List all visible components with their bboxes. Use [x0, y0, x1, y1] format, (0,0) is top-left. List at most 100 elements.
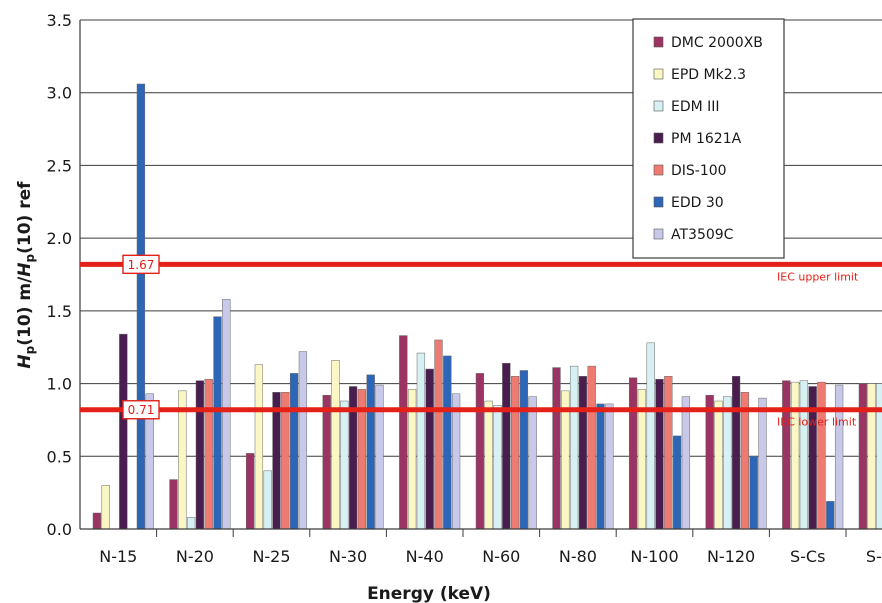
bar-dmc-2000xb-n-25 [245, 453, 255, 530]
bar-edm-iii-n-40 [416, 352, 426, 530]
y-tick-label: 2.5 [47, 156, 72, 175]
legend-box [632, 18, 785, 259]
bar-edd-30-n-30 [366, 374, 375, 530]
x-tick-label: S-Co [866, 547, 882, 566]
bar-at3509c-n-100 [681, 396, 691, 530]
x-tick-label: N-20 [176, 547, 214, 566]
x-tick-label: N-40 [406, 547, 444, 566]
legend-label: DIS-100 [671, 163, 727, 179]
bar-at3509c-n-60 [528, 396, 537, 530]
bar-pm-1621a-n-40 [425, 368, 434, 530]
legend-swatch [653, 196, 664, 208]
bar-at3509c-n-25 [298, 351, 308, 530]
bar-dis-100-s-cs [817, 381, 826, 530]
bar-at3509c-n-30 [375, 384, 384, 530]
bar-epd-mk2-3-n-120 [714, 400, 723, 530]
bar-dmc-2000xb-n-120 [705, 394, 714, 530]
legend-swatch [653, 132, 664, 144]
y-tick-label: 3.5 [47, 11, 72, 30]
bar-dis-100-n-40 [434, 339, 443, 530]
bar-dmc-2000xb-n-40 [399, 335, 408, 530]
y-tick-label: 1.0 [47, 375, 72, 394]
bar-pm-1621a-n-15 [119, 333, 128, 530]
legend-swatch [653, 68, 664, 80]
x-tick-label: N-60 [482, 547, 520, 566]
bar-edd-30-n-120 [749, 456, 758, 530]
bar-epd-mk2-3-s-cs [790, 381, 800, 530]
x-tick-label: N-15 [99, 547, 137, 566]
legend-swatch [653, 164, 664, 176]
bar-pm-1621a-n-25 [272, 392, 281, 530]
bar-epd-mk2-3-n-25 [254, 364, 264, 530]
bar-dis-100-n-25 [281, 392, 290, 530]
y-axis-title-part: H [15, 354, 35, 368]
legend: DMC 2000XB EPD Mk2.3 EDM III PM 1621A DIS-10… [632, 18, 785, 259]
legend-swatch [653, 36, 664, 48]
bar-edm-iii-n-60 [493, 405, 502, 530]
bar-at3509c-n-120 [758, 397, 767, 530]
bar-edd-30-s-cs [826, 501, 835, 530]
legend-label: EPD Mk2.3 [671, 67, 746, 83]
x-tick-label: N-25 [252, 547, 290, 566]
bar-at3509c-s-cs [834, 384, 844, 530]
bar-edd-30-n-15 [136, 83, 146, 530]
bar-dmc-2000xb-n-60 [475, 373, 485, 530]
bar-dmc-2000xb-n-30 [322, 394, 331, 530]
limit-tag-1: 0.71 [128, 403, 155, 417]
bar-edd-30-n-80 [596, 403, 605, 530]
bar-dis-100-n-80 [587, 365, 596, 530]
bar-edm-iii-n-80 [569, 365, 579, 530]
bar-edm-iii-n-120 [723, 396, 732, 530]
legend-label: EDM III [671, 99, 720, 115]
bar-pm-1621a-n-20 [195, 380, 205, 530]
limit-tag-0: 1.67 [128, 258, 155, 272]
bar-edd-30-n-100 [672, 435, 682, 530]
bar-dis-100-n-20 [204, 378, 213, 530]
bar-dis-100-n-120 [740, 392, 750, 530]
limit-label-0: IEC upper limit [777, 270, 859, 283]
bar-pm-1621a-n-80 [578, 376, 588, 530]
bar-edd-30-n-25 [289, 373, 299, 530]
bar-epd-mk2-3-n-30 [331, 360, 340, 530]
bar-epd-mk2-3-s-co [867, 383, 876, 530]
limit-tag-box-1 [122, 400, 160, 420]
limit-tag-box-0 [122, 254, 160, 275]
bar-edm-iii-n-100 [646, 342, 655, 530]
x-tick-label: N-80 [559, 547, 597, 566]
bar-edm-iii-n-25 [263, 470, 272, 530]
bar-edm-iii-s-cs [799, 380, 809, 530]
limit-label-1: IEC lower limit [777, 416, 857, 429]
legend-swatch [653, 228, 664, 240]
bar-epd-mk2-3-n-15 [101, 485, 110, 530]
y-tick-label: 0.0 [47, 520, 72, 539]
legend-label: DMC 2000XB [671, 35, 763, 51]
bar-at3509c-n-40 [451, 393, 461, 530]
y-tick-label: 1.5 [47, 302, 72, 321]
x-tick-label: N-120 [707, 547, 755, 566]
legend-label: EDD 30 [671, 195, 724, 211]
bar-dis-100-n-100 [664, 376, 673, 530]
y-axis-title-part: (10) m/ [15, 276, 35, 346]
x-tick-label: N-100 [630, 547, 678, 566]
bar-edm-iii-n-20 [186, 517, 196, 530]
bar-pm-1621a-n-60 [502, 362, 511, 530]
y-axis-title-part: p [23, 253, 37, 262]
bar-at3509c-n-20 [222, 298, 231, 530]
y-axis-title-part: (10) ref [15, 181, 35, 254]
x-tick-label: S-Cs [790, 547, 825, 566]
bar-edm-iii-s-co [876, 383, 882, 530]
bar-dmc-2000xb-s-co [858, 383, 868, 530]
bar-dmc-2000xb-n-80 [552, 367, 561, 530]
y-axis-title-part: p [23, 345, 37, 354]
bar-pm-1621a-n-100 [655, 378, 664, 530]
y-tick-label: 0.5 [47, 447, 72, 466]
bar-at3509c-n-80 [605, 403, 614, 530]
bar-edd-30-n-60 [519, 370, 529, 530]
bar-dmc-2000xb-n-20 [169, 479, 178, 530]
legend-label: AT3509C [671, 227, 734, 243]
bar-dmc-2000xb-n-100 [628, 377, 638, 530]
x-axis-title: Energy (keV) [367, 584, 491, 603]
bar-edd-30-n-40 [443, 355, 452, 530]
